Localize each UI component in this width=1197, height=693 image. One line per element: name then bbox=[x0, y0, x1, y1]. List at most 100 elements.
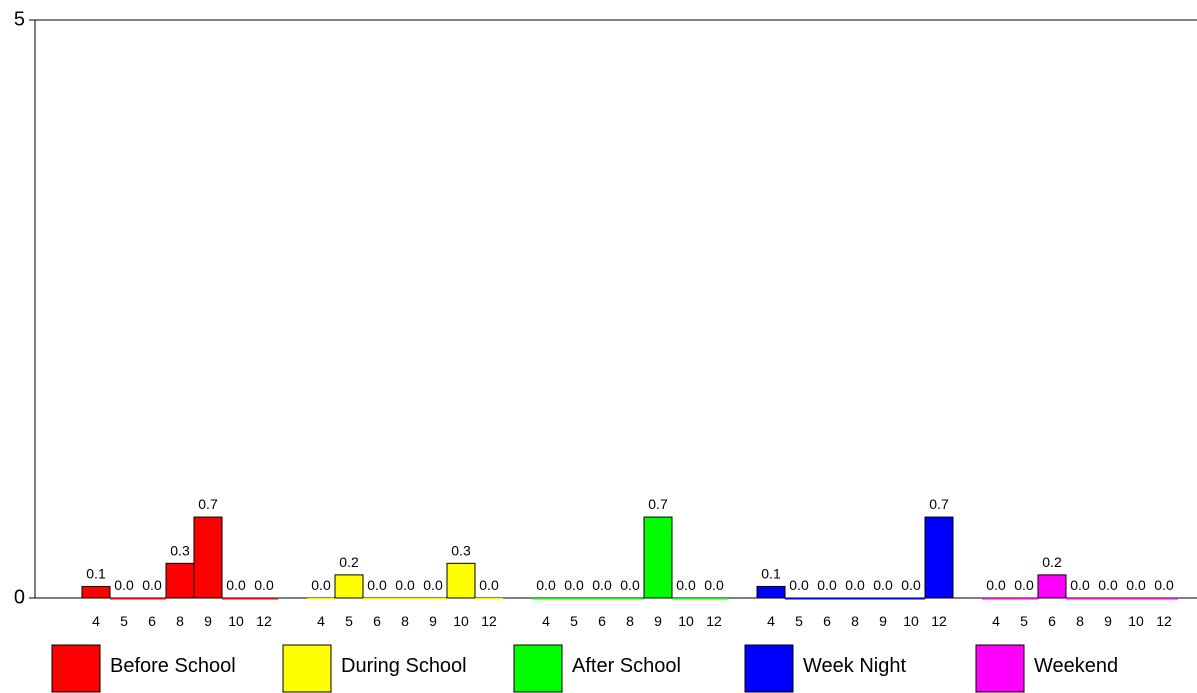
legend-label: After School bbox=[572, 655, 681, 677]
x-tick-label: 5 bbox=[795, 613, 803, 629]
bar bbox=[81, 585, 111, 599]
value-label: 0.7 bbox=[198, 496, 218, 512]
value-label: 0.0 bbox=[789, 577, 809, 593]
bar bbox=[1122, 598, 1150, 600]
x-tick-label: 8 bbox=[1076, 613, 1084, 629]
x-tick-label: 12 bbox=[256, 613, 272, 629]
y-tick-label: 5 bbox=[14, 8, 25, 30]
value-label: 0.0 bbox=[704, 577, 724, 593]
bar bbox=[841, 598, 869, 600]
value-label: 0.0 bbox=[873, 577, 893, 593]
bar bbox=[363, 598, 391, 600]
x-tick-label: 6 bbox=[823, 613, 831, 629]
value-label: 0.3 bbox=[170, 542, 190, 558]
value-label: 0.0 bbox=[226, 577, 246, 593]
x-tick-label: 6 bbox=[598, 613, 606, 629]
bar bbox=[924, 516, 954, 599]
value-label: 0.1 bbox=[761, 565, 781, 581]
bar bbox=[1066, 598, 1094, 600]
value-label: 0.0 bbox=[592, 577, 612, 593]
value-label: 0.0 bbox=[536, 577, 556, 593]
value-label: 0.0 bbox=[367, 577, 387, 593]
value-label: 0.0 bbox=[1014, 577, 1034, 593]
x-tick-label: 10 bbox=[453, 613, 469, 629]
value-label: 0.0 bbox=[114, 577, 134, 593]
bar bbox=[110, 598, 138, 600]
bar bbox=[813, 598, 841, 600]
x-tick-label: 10 bbox=[903, 613, 919, 629]
value-label: 0.7 bbox=[648, 496, 668, 512]
bar bbox=[532, 598, 560, 600]
bar bbox=[138, 598, 166, 600]
value-label: 0.0 bbox=[845, 577, 865, 593]
bar bbox=[475, 598, 503, 600]
bar bbox=[560, 598, 588, 600]
bar bbox=[446, 562, 476, 599]
value-label: 0.0 bbox=[676, 577, 696, 593]
bar bbox=[1094, 598, 1122, 600]
x-tick-label: 12 bbox=[1156, 613, 1172, 629]
bar bbox=[419, 598, 447, 600]
bar bbox=[222, 598, 250, 600]
bar bbox=[1037, 574, 1067, 599]
value-label: 0.0 bbox=[564, 577, 584, 593]
x-tick-label: 10 bbox=[1128, 613, 1144, 629]
x-tick-label: 10 bbox=[228, 613, 244, 629]
x-tick-label: 12 bbox=[481, 613, 497, 629]
value-label: 0.0 bbox=[986, 577, 1006, 593]
value-label: 0.0 bbox=[620, 577, 640, 593]
x-tick-label: 6 bbox=[373, 613, 381, 629]
bar bbox=[643, 516, 673, 599]
x-tick-label: 8 bbox=[401, 613, 409, 629]
value-label: 0.0 bbox=[254, 577, 274, 593]
x-tick-label: 6 bbox=[1048, 613, 1056, 629]
bar bbox=[250, 598, 278, 600]
legend-label: Weekend bbox=[1034, 655, 1118, 677]
value-label: 0.0 bbox=[817, 577, 837, 593]
x-tick-label: 4 bbox=[92, 613, 100, 629]
x-tick-label: 5 bbox=[345, 613, 353, 629]
bar bbox=[307, 598, 335, 600]
x-tick-label: 4 bbox=[317, 613, 325, 629]
value-label: 0.2 bbox=[1042, 554, 1062, 570]
bar bbox=[165, 562, 195, 599]
value-label: 0.0 bbox=[142, 577, 162, 593]
bar bbox=[391, 598, 419, 600]
legend-swatch bbox=[744, 644, 794, 693]
value-label: 0.1 bbox=[86, 565, 106, 581]
y-tick-label: 0 bbox=[14, 586, 25, 608]
x-tick-label: 4 bbox=[767, 613, 775, 629]
value-label: 0.0 bbox=[395, 577, 415, 593]
bar bbox=[588, 598, 616, 600]
x-tick-label: 9 bbox=[879, 613, 887, 629]
legend-label: Week Night bbox=[803, 655, 906, 677]
x-tick-label: 8 bbox=[176, 613, 184, 629]
x-tick-label: 5 bbox=[120, 613, 128, 629]
value-label: 0.0 bbox=[479, 577, 499, 593]
x-tick-label: 9 bbox=[429, 613, 437, 629]
x-tick-label: 9 bbox=[204, 613, 212, 629]
x-tick-label: 4 bbox=[992, 613, 1000, 629]
legend-label: During School bbox=[341, 655, 467, 677]
value-label: 0.2 bbox=[339, 554, 359, 570]
bar bbox=[672, 598, 700, 600]
legend-label: Before School bbox=[110, 655, 236, 677]
value-label: 0.0 bbox=[1154, 577, 1174, 593]
value-label: 0.7 bbox=[929, 496, 949, 512]
x-tick-label: 9 bbox=[654, 613, 662, 629]
value-label: 0.0 bbox=[423, 577, 443, 593]
x-tick-label: 5 bbox=[1020, 613, 1028, 629]
bar bbox=[334, 574, 364, 599]
bar bbox=[869, 598, 897, 600]
x-tick-label: 6 bbox=[148, 613, 156, 629]
x-tick-label: 10 bbox=[678, 613, 694, 629]
bar bbox=[897, 598, 925, 600]
x-tick-label: 8 bbox=[626, 613, 634, 629]
x-tick-label: 9 bbox=[1104, 613, 1112, 629]
value-label: 0.0 bbox=[1126, 577, 1146, 593]
x-tick-label: 4 bbox=[542, 613, 550, 629]
value-label: 0.0 bbox=[1070, 577, 1090, 593]
value-label: 0.3 bbox=[451, 542, 471, 558]
legend-swatch bbox=[51, 644, 101, 693]
bar bbox=[785, 598, 813, 600]
